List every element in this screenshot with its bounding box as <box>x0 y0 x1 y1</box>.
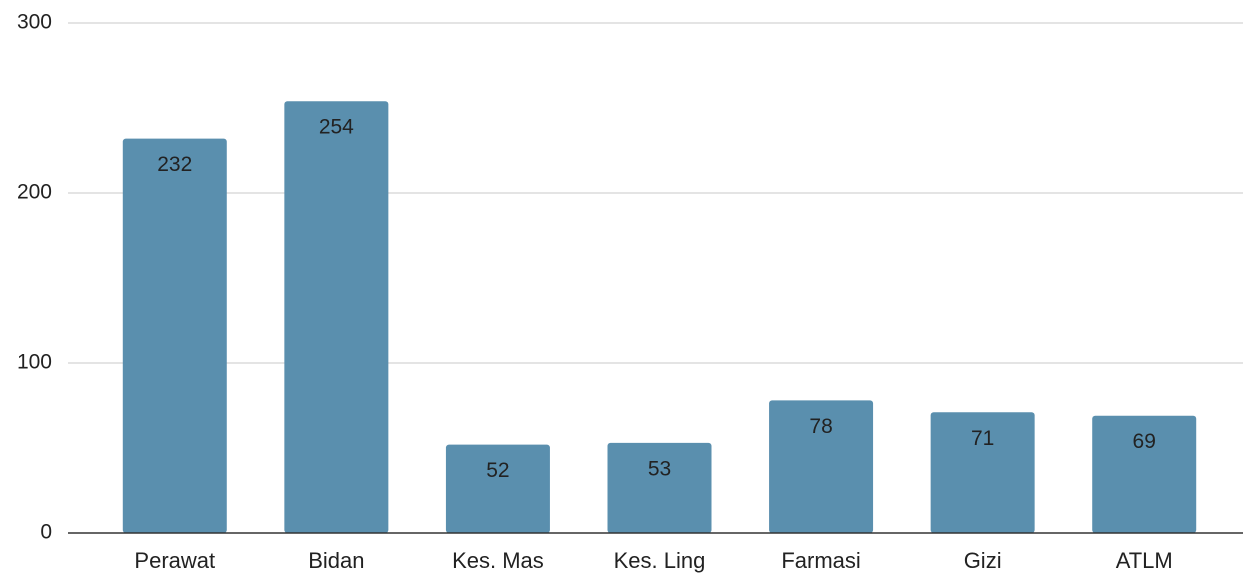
data-label: 78 <box>809 415 832 438</box>
data-label: 232 <box>157 153 192 176</box>
data-label: 52 <box>486 459 509 482</box>
data-label: 69 <box>1133 430 1156 453</box>
data-label: 254 <box>319 116 354 139</box>
bar <box>930 412 1035 533</box>
x-tick-label: Perawat <box>134 548 215 573</box>
x-tick-label: Gizi <box>964 548 1002 573</box>
y-tick-label: 0 <box>40 521 52 544</box>
y-tick-label: 200 <box>17 181 52 204</box>
bar <box>284 101 389 533</box>
bar <box>607 442 712 533</box>
x-tick-label: Kes. Mas <box>452 548 544 573</box>
bar <box>1092 415 1197 533</box>
x-tick-label: ATLM <box>1116 548 1173 573</box>
data-label: 71 <box>971 427 994 450</box>
bar <box>122 138 227 533</box>
bar <box>445 444 550 533</box>
bar <box>769 400 874 533</box>
y-tick-label: 300 <box>17 11 52 34</box>
data-label: 53 <box>648 457 671 480</box>
x-tick-label: Farmasi <box>781 548 860 573</box>
x-tick-label: Kes. Ling <box>614 548 706 573</box>
x-tick-label: Bidan <box>308 548 364 573</box>
y-tick-label: 100 <box>17 351 52 374</box>
